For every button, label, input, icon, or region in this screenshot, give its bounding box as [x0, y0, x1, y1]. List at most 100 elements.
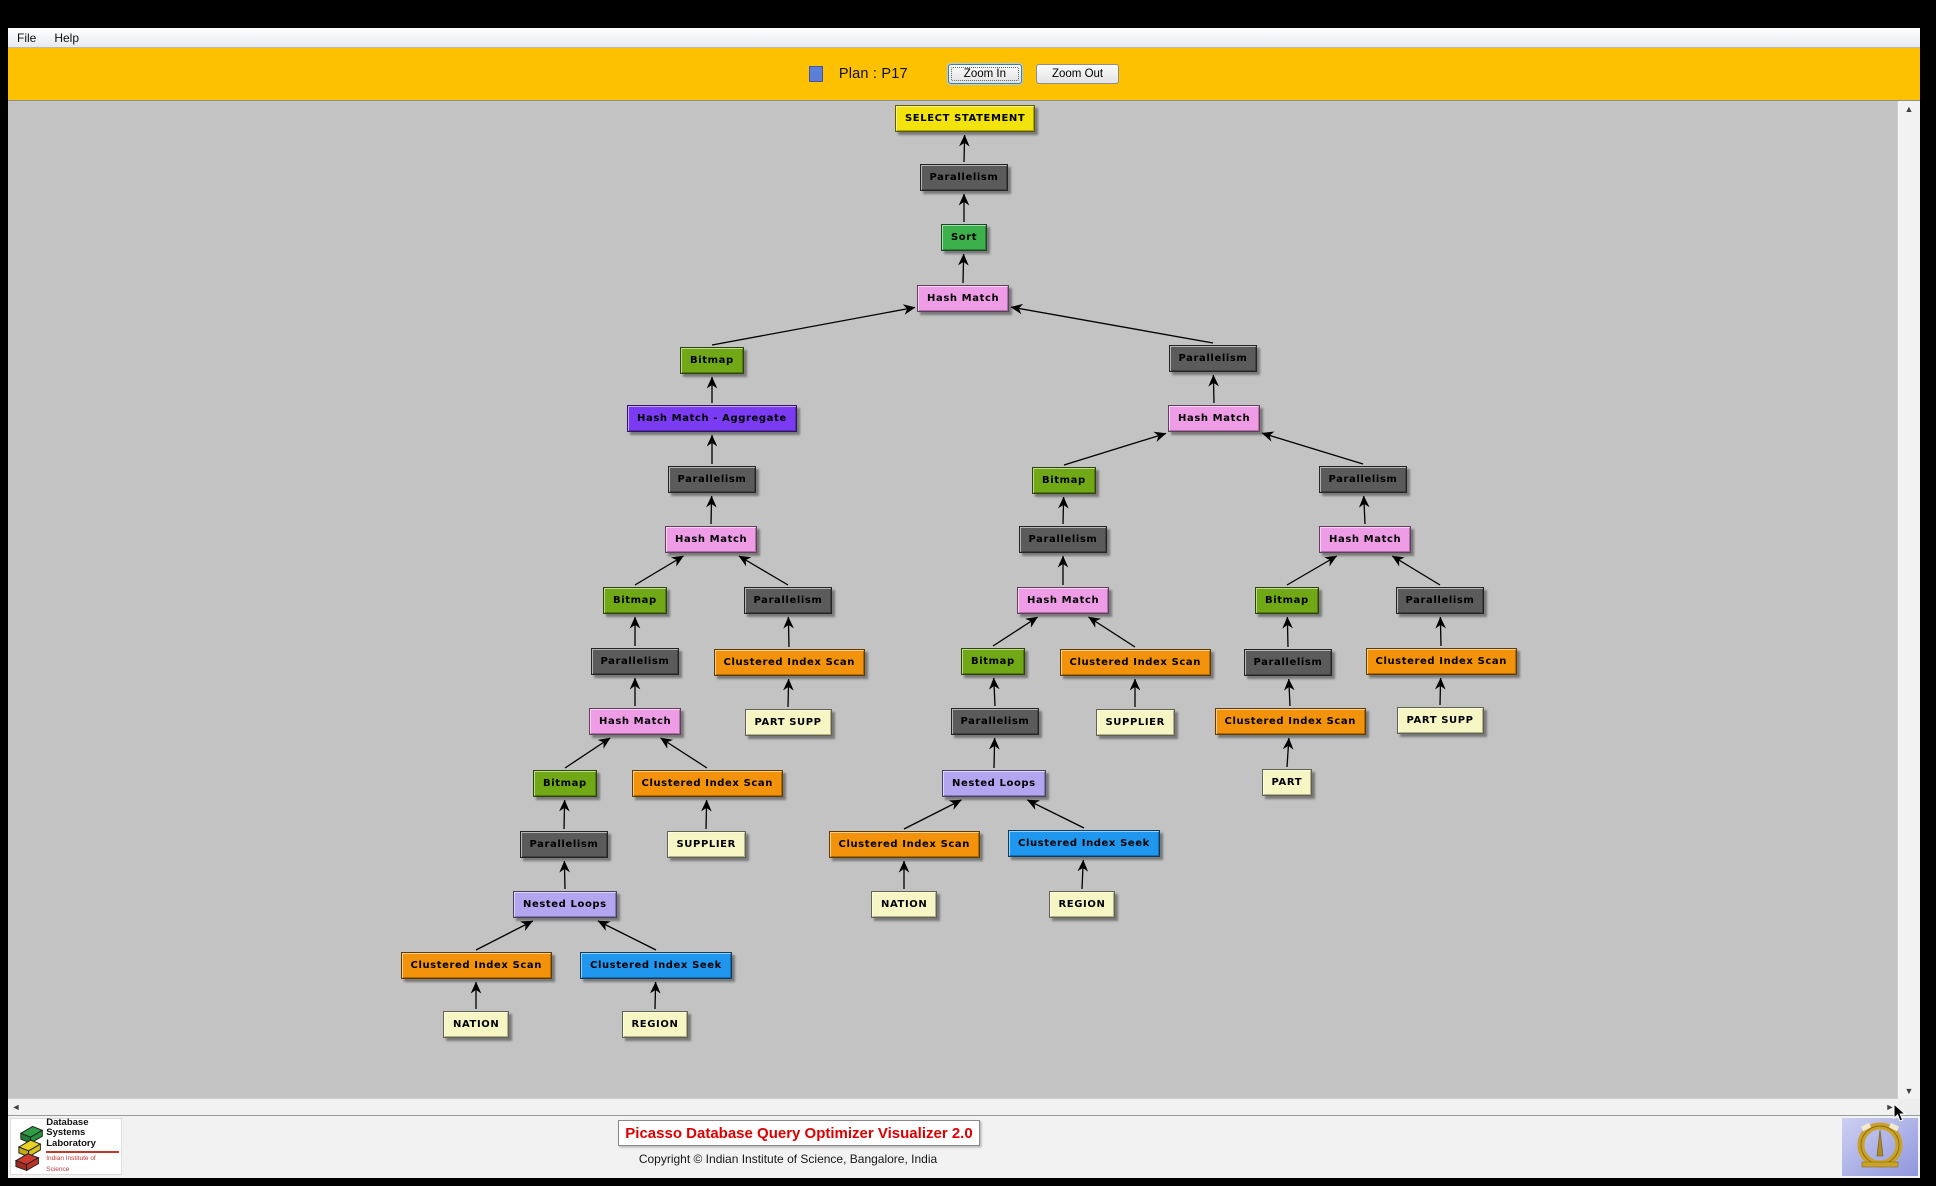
plan-edge	[559, 860, 570, 890]
plan-node-bitmap[interactable]: Bitmap	[961, 648, 1025, 675]
plan-node-clustered-index-seek[interactable]: Clustered Index Seek	[580, 952, 732, 979]
plan-node-clustered-index-scan[interactable]: Clustered Index Scan	[1365, 648, 1517, 675]
plan-node-bitmap[interactable]: Bitmap	[603, 587, 667, 614]
dsl-lab-logo: Database Systems Laboratory Indian Insti…	[10, 1117, 122, 1176]
plan-node-hash-match[interactable]: Hash Match	[1017, 587, 1110, 614]
plan-node-bitmap[interactable]: Bitmap	[1255, 587, 1319, 614]
plan-node-parallelism[interactable]: Parallelism	[1168, 345, 1258, 372]
plan-node-select-statement[interactable]: SELECT STATEMENT	[895, 105, 1036, 132]
plan-edge	[738, 555, 789, 586]
plan-edge	[1282, 737, 1294, 768]
plan-edge	[559, 799, 570, 830]
plan-node-clustered-index-seek[interactable]: Clustered Index Seek	[1008, 830, 1160, 857]
plan-node-region[interactable]: REGION	[621, 1011, 689, 1038]
footer: Database Systems Laboratory Indian Insti…	[8, 1115, 1920, 1178]
plan-node-part-supp[interactable]: PART SUPP	[1396, 707, 1484, 734]
plan-tree-canvas[interactable]: SELECT STATEMENT Parallelism Sort Hash Matc…	[8, 101, 1898, 1099]
plan-node-hash-match[interactable]: Hash Match	[1319, 526, 1412, 553]
plan-node-nation[interactable]: NATION	[871, 891, 938, 918]
plan-node-supplier[interactable]: SUPPLIER	[1095, 709, 1175, 736]
plan-edge	[1077, 859, 1089, 890]
plan-node-part[interactable]: PART	[1261, 769, 1313, 796]
plan-node-parallelism[interactable]: Parallelism	[950, 708, 1040, 735]
plan-edge	[1435, 616, 1446, 647]
plan-edge	[1010, 303, 1214, 344]
scroll-down-icon[interactable]: ▼	[1904, 1086, 1914, 1096]
plan-edge	[597, 920, 657, 951]
plan-node-nested-loops[interactable]: Nested Loops	[513, 891, 617, 918]
plan-node-parallelism[interactable]: Parallelism	[667, 466, 757, 493]
plan-edges	[470, 134, 1446, 1010]
plan-node-hash-match[interactable]: Hash Match	[917, 285, 1010, 312]
plan-edge	[1058, 496, 1069, 525]
app-title: Picasso Database Query Optimizer Visuali…	[618, 1120, 980, 1146]
plan-node-parallelism[interactable]: Parallelism	[1018, 526, 1108, 553]
plan-edge	[1261, 431, 1364, 465]
plan-edge	[988, 677, 1000, 707]
iisc-seal-logo	[1842, 1118, 1918, 1176]
zoom-out-button[interactable]: Zoom Out	[1035, 64, 1120, 84]
toolbar: Plan : P17 Zoom In Zoom Out	[8, 48, 1920, 100]
plan-node-parallelism[interactable]: Parallelism	[1318, 466, 1408, 493]
dsl-blocks-icon	[14, 1125, 44, 1171]
plan-edge	[958, 253, 969, 284]
plan-workspace: SELECT STATEMENT Parallelism Sort Hash Matc…	[8, 100, 1920, 1115]
vertical-scrollbar[interactable]: ▲ ▼	[1897, 101, 1920, 1099]
plan-node-clustered-index-scan[interactable]: Clustered Index Scan	[828, 831, 980, 858]
plan-node-parallelism[interactable]: Parallelism	[590, 648, 680, 675]
plan-node-clustered-index-scan[interactable]: Clustered Index Scan	[1214, 708, 1366, 735]
plan-edge	[660, 737, 708, 769]
plan-edge	[1358, 495, 1370, 525]
plan-node-hash-match[interactable]: Hash Match	[665, 526, 758, 553]
plan-node-parallelism[interactable]: Parallelism	[919, 164, 1009, 191]
plan-edge	[783, 678, 794, 708]
plan-node-sort[interactable]: Sort	[941, 224, 988, 251]
plan-node-clustered-index-scan[interactable]: Clustered Index Scan	[1059, 649, 1211, 676]
scrollbar-corner	[1898, 1099, 1920, 1115]
plan-node-clustered-index-scan[interactable]: Clustered Index Scan	[631, 770, 783, 797]
plan-node-supplier[interactable]: SUPPLIER	[666, 831, 746, 858]
plan-node-parallelism[interactable]: Parallelism	[1395, 587, 1485, 614]
plan-node-bitmap[interactable]: Bitmap	[680, 347, 744, 374]
dsl-lab-text: Database Systems Laboratory Indian Insti…	[46, 1117, 119, 1176]
plan-edge	[1435, 677, 1446, 706]
plan-node-hash-match[interactable]: Hash Match	[1168, 405, 1261, 432]
menu-help[interactable]: Help	[54, 30, 80, 45]
plan-node-parallelism[interactable]: Parallelism	[1243, 649, 1333, 676]
plan-node-nested-loops[interactable]: Nested Loops	[942, 770, 1046, 797]
plan-edge	[711, 304, 916, 346]
plan-edge	[1391, 555, 1441, 586]
plan-edge	[989, 737, 1000, 769]
plan-edge	[783, 616, 794, 648]
plan-edge	[959, 134, 970, 163]
picasso-app-window: File Help Plan : P17 Zoom In Zoom Out SE…	[8, 28, 1920, 1178]
plan-node-clustered-index-scan[interactable]: Clustered Index Scan	[713, 649, 865, 676]
scroll-right-icon[interactable]: ►	[1885, 1102, 1895, 1112]
scroll-left-icon[interactable]: ◄	[11, 1102, 21, 1112]
plan-node-bitmap[interactable]: Bitmap	[533, 770, 597, 797]
plan-edge	[1208, 374, 1219, 404]
scroll-up-icon[interactable]: ▲	[1904, 104, 1914, 114]
zoom-in-button[interactable]: Zoom In	[947, 64, 1022, 84]
plan-node-clustered-index-scan[interactable]: Clustered Index Scan	[400, 952, 552, 979]
plan-edge	[1026, 799, 1085, 829]
plan-node-region[interactable]: REGION	[1048, 891, 1116, 918]
copyright-text: Copyright © Indian Institute of Science,…	[638, 1152, 938, 1166]
plan-node-parallelism[interactable]: Parallelism	[519, 831, 609, 858]
plan-edge	[706, 495, 717, 525]
plan-edge	[475, 920, 534, 951]
plan-edge	[903, 799, 962, 830]
dsl-lab-subtitle: Indian Institute of Science	[46, 1151, 119, 1175]
plan-node-parallelism[interactable]: Parallelism	[743, 587, 833, 614]
menu-file[interactable]: File	[17, 30, 37, 45]
plan-node-part-supp[interactable]: PART SUPP	[744, 709, 832, 736]
plan-node-bitmap[interactable]: Bitmap	[1032, 467, 1096, 494]
plan-edge	[992, 616, 1038, 647]
plan-label: Plan : P17	[838, 66, 908, 82]
plan-edge	[1088, 616, 1136, 648]
plan-node-nation[interactable]: NATION	[443, 1011, 510, 1038]
plan-node-hash-match-aggregate[interactable]: Hash Match - Aggregate	[627, 405, 797, 432]
horizontal-scrollbar[interactable]: ◄ ►	[8, 1098, 1898, 1115]
plan-color-chip-icon	[808, 66, 823, 82]
plan-node-hash-match[interactable]: Hash Match	[589, 708, 682, 735]
